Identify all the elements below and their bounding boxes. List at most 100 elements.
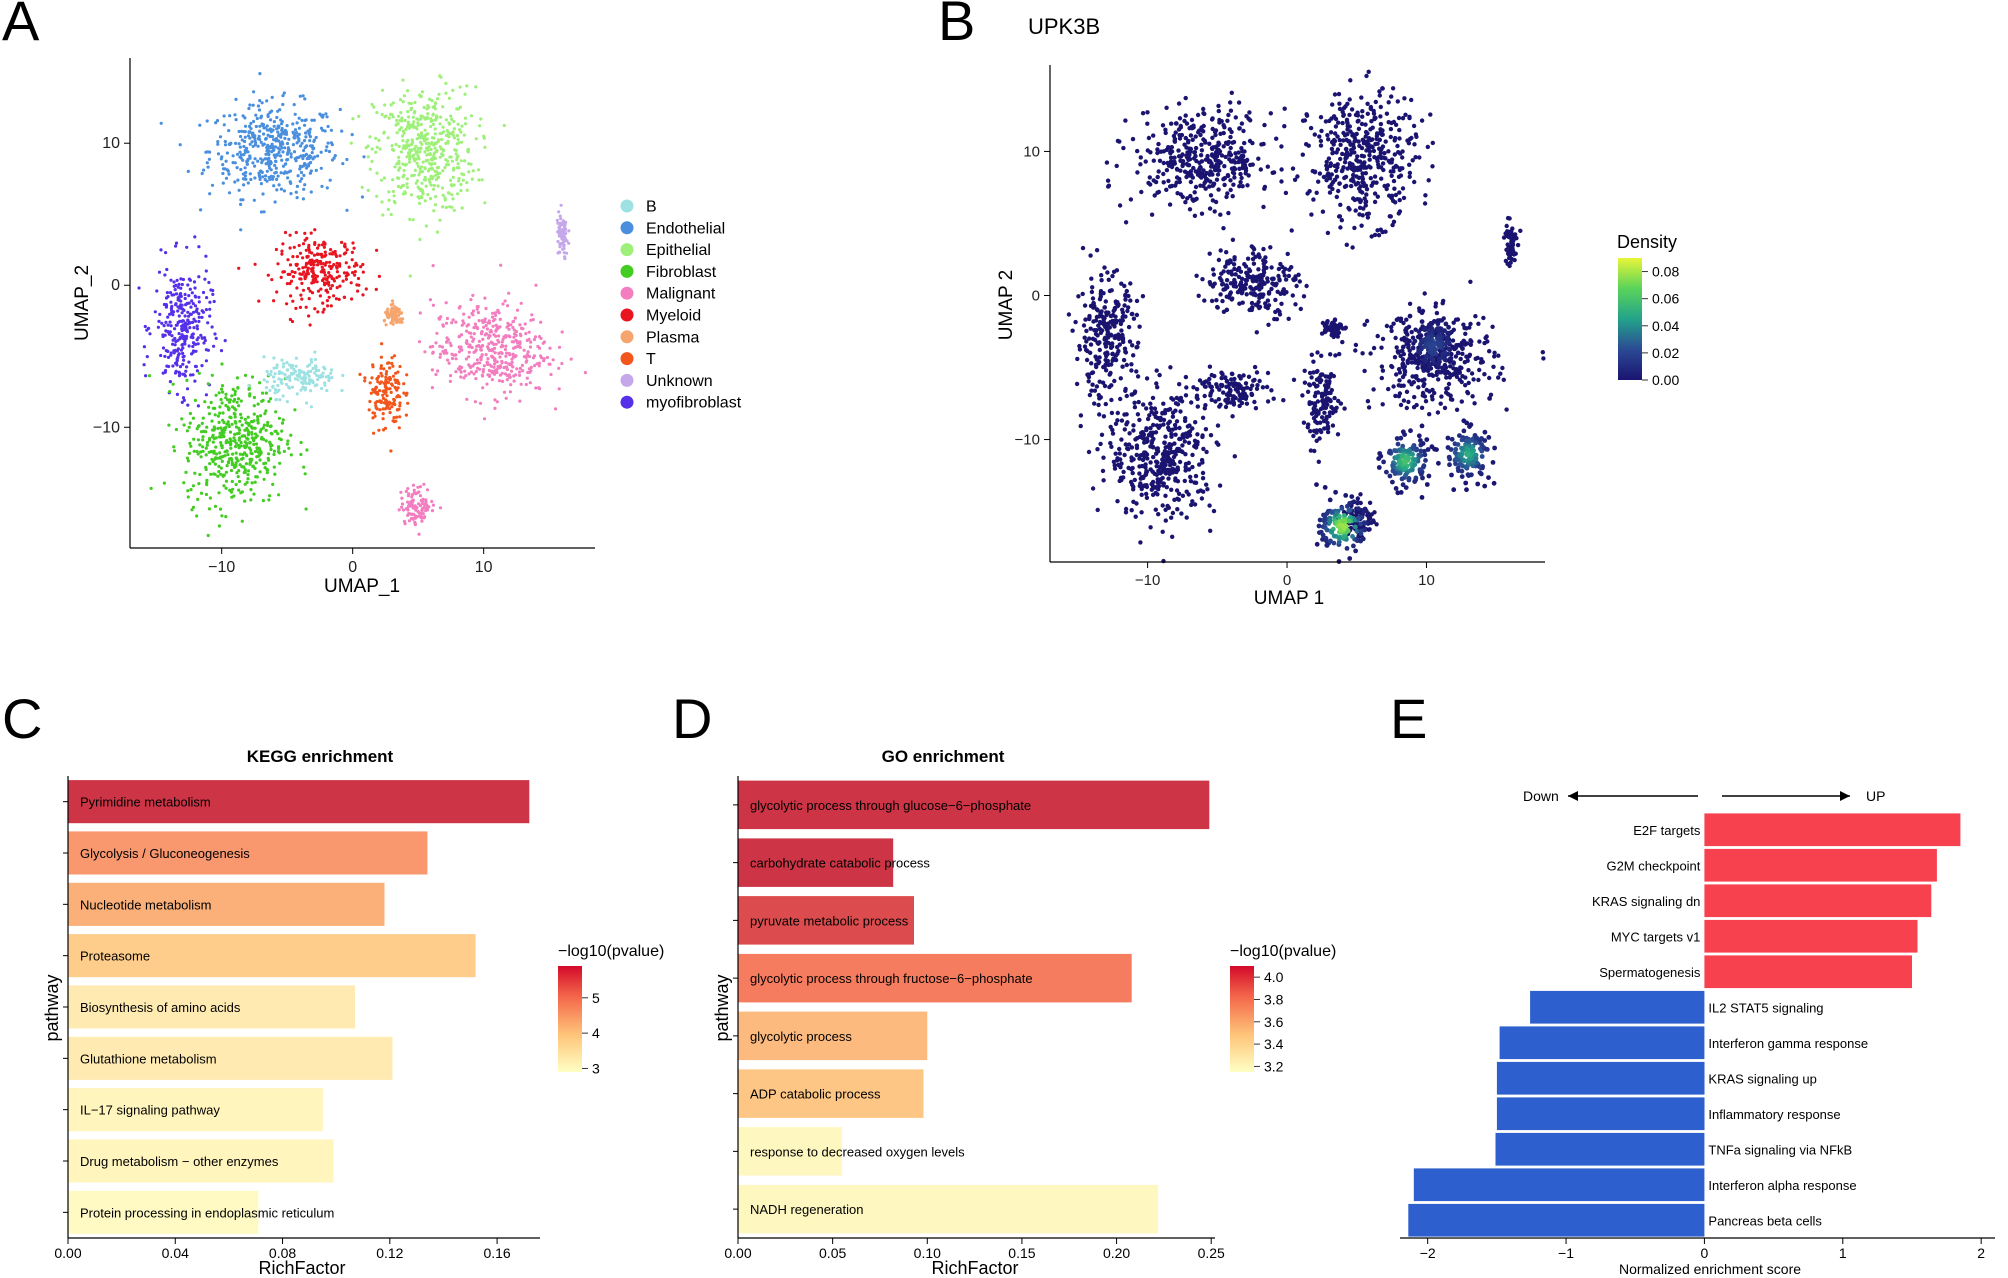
density-point	[1103, 322, 1109, 327]
umap-point-epithelial	[438, 122, 442, 126]
umap-point-endothelial	[326, 124, 330, 129]
umap-point-t	[367, 408, 371, 412]
umap-point-plasma	[387, 316, 391, 320]
umap-point-epithelial	[440, 186, 445, 190]
density-point	[1245, 256, 1251, 261]
umap-point-malignant	[557, 387, 561, 391]
density-point	[1347, 207, 1352, 212]
umap-point-malignant	[486, 336, 491, 340]
density-point	[1215, 304, 1220, 310]
umap-point-t	[371, 411, 375, 415]
umap-point-fibroblast	[267, 452, 271, 456]
umap-point-myofibroblast	[169, 300, 173, 304]
umap-point-malignant	[449, 374, 453, 378]
umap-point-malignant	[525, 376, 529, 380]
umap-point-epithelial	[402, 94, 406, 98]
umap-point-myofibroblast	[173, 371, 178, 375]
density-point	[1141, 484, 1146, 489]
umap-point-b	[320, 386, 324, 391]
umap-point-epithelial	[395, 131, 399, 135]
density-point	[1484, 334, 1489, 339]
umap-point-epithelial	[351, 117, 355, 121]
density-point	[1238, 155, 1243, 160]
density-point	[1327, 176, 1333, 181]
density-point	[1166, 476, 1171, 481]
umap-point-epithelial	[406, 120, 410, 124]
density-point	[1120, 364, 1125, 369]
density-point	[1341, 138, 1346, 143]
umap-point-myofibroblast	[186, 310, 190, 314]
umap-point-endothelial	[326, 141, 330, 145]
umap-point-myeloid	[353, 273, 357, 277]
umap-point-malignant	[524, 382, 528, 387]
umap-point-b	[285, 368, 289, 372]
umap-point-plasma	[384, 323, 388, 327]
umap-point-fibroblast	[250, 458, 254, 462]
density-point	[1169, 487, 1174, 492]
umap-point-endothelial	[329, 128, 333, 132]
umap-point-fibroblast	[256, 417, 260, 422]
density-point	[1362, 196, 1367, 201]
umap-point-epithelial	[428, 97, 432, 101]
umap-point-endothelial	[200, 171, 204, 176]
legend-swatch-myeloid	[620, 308, 634, 322]
umap-point-endothelial	[258, 99, 262, 103]
umap-point-malignant	[439, 352, 443, 356]
density-point	[1330, 186, 1335, 192]
umap-point-epithelial	[405, 155, 409, 159]
umap-point-fibroblast	[192, 449, 196, 453]
density-point	[1374, 180, 1379, 185]
umap-point-fibroblast	[228, 398, 232, 402]
umap-point-myeloid	[333, 249, 337, 254]
density-point	[1347, 97, 1352, 102]
umap-point-malignant	[512, 328, 516, 332]
umap-point-epithelial	[417, 186, 421, 191]
density-point	[1115, 138, 1121, 144]
density-point	[1138, 540, 1143, 545]
umap-point-fibroblast	[227, 407, 231, 411]
umap-point-endothelial	[276, 130, 280, 134]
umap-point-myeloid	[266, 273, 270, 277]
density-point	[1137, 471, 1142, 476]
umap-point-malignant	[525, 338, 529, 342]
umap-point-malignant	[511, 320, 515, 324]
density-point	[1090, 285, 1095, 290]
density-point	[1097, 297, 1103, 302]
umap-point-myofibroblast	[191, 332, 195, 336]
x-tick-label: 0	[348, 559, 357, 576]
umap-point-endothelial	[233, 180, 237, 184]
umap-point-myofibroblast	[175, 278, 179, 282]
umap-point-b	[311, 366, 315, 371]
density-point	[1357, 159, 1363, 164]
density-point	[1183, 461, 1189, 467]
umap-point-fibroblast	[232, 406, 236, 410]
density-point	[1202, 298, 1207, 303]
umap-point-epithelial	[431, 112, 435, 116]
density-point	[1099, 273, 1104, 278]
umap-point-fibroblast	[206, 382, 210, 386]
density-point	[1231, 171, 1237, 176]
umap-point-endothelial	[257, 134, 261, 138]
density-point	[1390, 86, 1396, 91]
umap-point-fibroblast	[229, 457, 233, 461]
density-point	[1397, 136, 1402, 141]
umap-point-endothelial	[271, 134, 275, 139]
density-point	[1133, 514, 1138, 519]
umap-point-malignant	[508, 390, 512, 394]
umap-point-myeloid	[332, 263, 336, 267]
density-point	[1269, 265, 1274, 270]
umap-point-t	[389, 449, 393, 453]
umap-point-malignant	[484, 306, 488, 311]
umap-point-epithelial	[458, 128, 462, 132]
umap-point-epithelial	[423, 128, 427, 132]
density-point	[1101, 478, 1106, 483]
umap-point-fibroblast	[196, 424, 200, 429]
umap-point-myofibroblast	[153, 310, 157, 314]
density-point	[1247, 138, 1253, 144]
umap-point-myofibroblast	[180, 282, 184, 287]
density-point	[1444, 390, 1449, 395]
umap-point-myeloid	[286, 258, 290, 262]
umap-point-fibroblast	[220, 514, 224, 518]
umap-point-endothelial	[239, 156, 243, 160]
umap-point-epithelial	[407, 151, 412, 156]
